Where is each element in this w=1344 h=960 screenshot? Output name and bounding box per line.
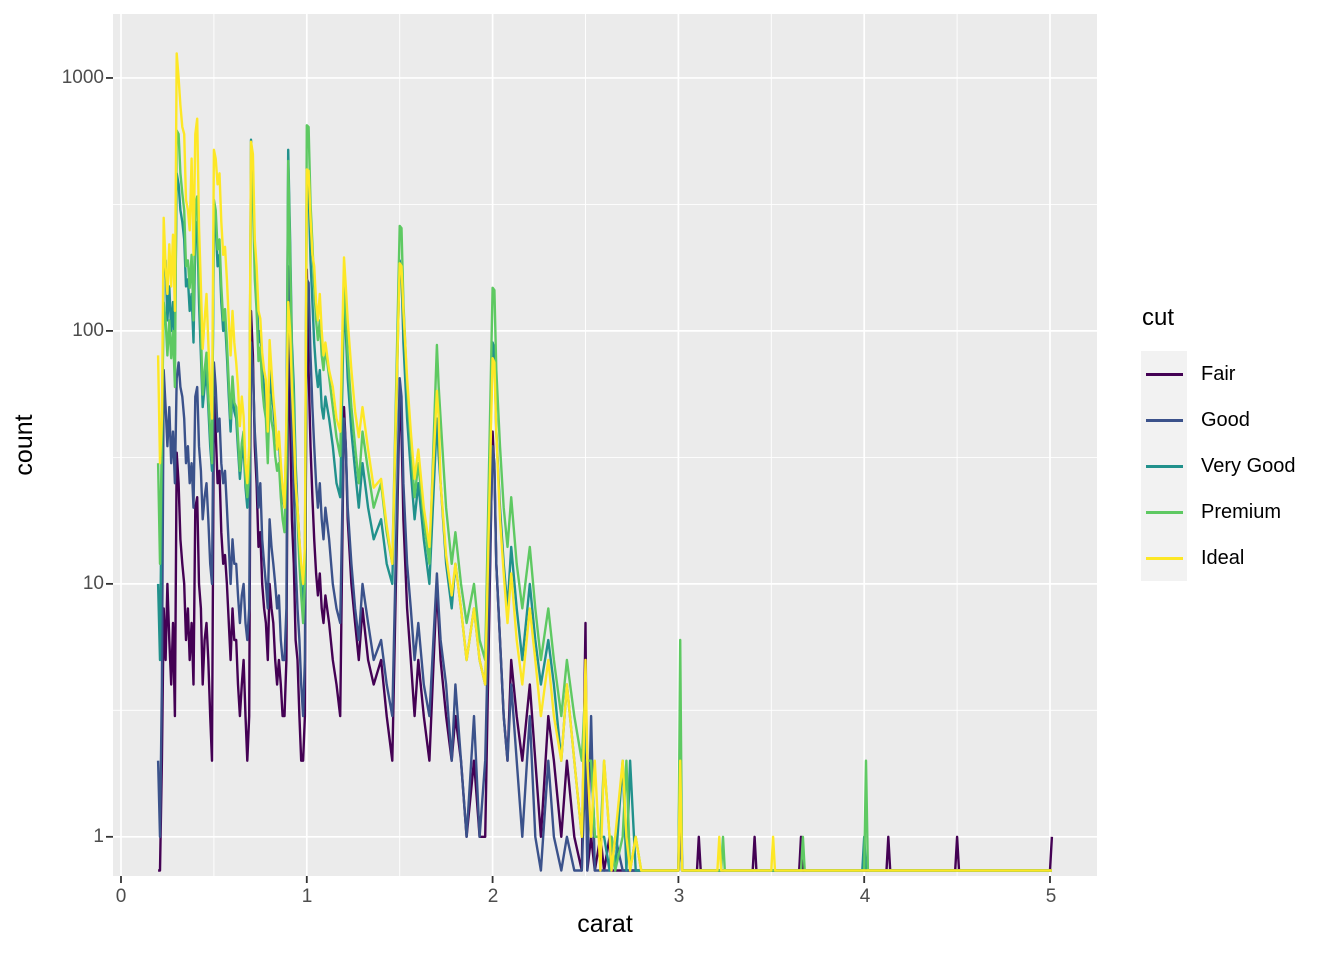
legend-label-fair: Fair <box>1201 362 1236 385</box>
legend-label-premium: Premium <box>1201 500 1282 523</box>
legend: cut Fair Good Very Good Premium Ideal <box>1141 304 1296 581</box>
panel-background <box>113 14 1097 876</box>
premium-line-swatch <box>1145 510 1183 514</box>
y-tick-label-10: 10 <box>82 573 104 594</box>
legend-key-ideal <box>1141 535 1187 581</box>
legend-item-very-good: Very Good <box>1141 443 1296 489</box>
good-line-swatch <box>1145 418 1183 422</box>
legend-key-very-good <box>1141 443 1187 489</box>
y-tick-label-1000: 1000 <box>61 67 104 88</box>
series-lines <box>156 52 1054 872</box>
legend-item-premium: Premium <box>1141 489 1296 535</box>
legend-label-good: Good <box>1201 408 1250 431</box>
legend-label-very-good: Very Good <box>1201 454 1296 477</box>
x-tick-label-2: 2 <box>487 886 499 907</box>
x-tick-label-1: 1 <box>301 886 313 907</box>
legend-title: cut <box>1142 304 1175 331</box>
x-tick-label-3: 3 <box>673 886 685 907</box>
ideal-line-swatch <box>1145 556 1183 560</box>
x-axis-title: carat <box>577 910 633 938</box>
x-tick-label-5: 5 <box>1045 886 1057 907</box>
fair-line-swatch <box>1145 372 1183 376</box>
legend-label-ideal: Ideal <box>1201 546 1245 569</box>
legend-item-ideal: Ideal <box>1141 535 1296 581</box>
freqpoly-line-ideal <box>156 52 1052 872</box>
x-tick-label-0: 0 <box>115 886 127 907</box>
legend-key-good <box>1141 397 1187 443</box>
x-tick-label-4: 4 <box>859 886 871 907</box>
axis-ticks <box>106 77 1051 883</box>
legend-item-good: Good <box>1141 397 1296 443</box>
very-good-line-swatch <box>1145 464 1183 468</box>
legend-item-fair: Fair <box>1141 351 1296 397</box>
legend-key-fair <box>1141 351 1187 397</box>
y-axis-title: count <box>10 414 38 476</box>
y-tick-label-1: 1 <box>93 826 104 847</box>
legend-key-premium <box>1141 489 1187 535</box>
y-tick-label-100: 100 <box>72 320 104 341</box>
